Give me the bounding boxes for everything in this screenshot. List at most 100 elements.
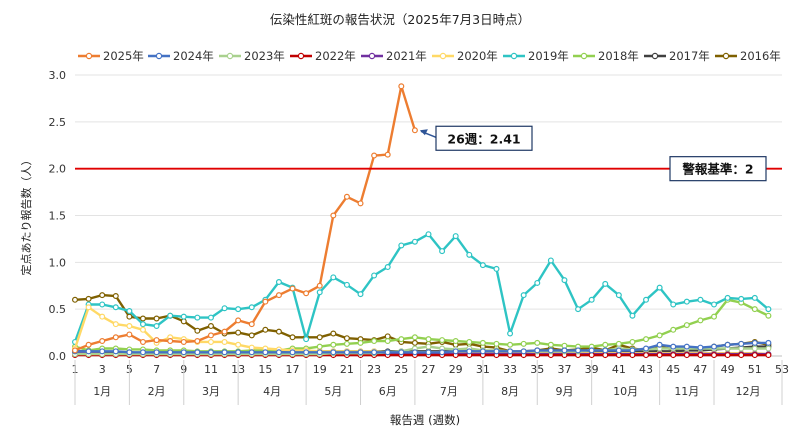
legend-marker: [155, 52, 163, 60]
data-point: [534, 347, 541, 354]
data-point: [235, 329, 242, 336]
x-tick-label: 51: [748, 363, 762, 376]
data-point: [248, 332, 255, 339]
x-tick-label: 43: [639, 363, 653, 376]
data-point: [629, 352, 636, 359]
data-point: [479, 262, 486, 269]
legend-marker: [226, 52, 234, 60]
annotation-arrowhead: [419, 129, 428, 136]
data-point: [425, 349, 432, 356]
data-point: [221, 349, 228, 356]
data-point: [425, 336, 432, 343]
data-point: [643, 336, 650, 343]
data-point: [343, 193, 350, 200]
data-point: [71, 296, 78, 303]
data-point: [398, 83, 405, 90]
data-point: [153, 337, 160, 344]
data-point: [724, 341, 731, 348]
data-point: [71, 347, 78, 354]
data-point: [561, 347, 568, 354]
data-point: [738, 352, 745, 359]
data-point: [697, 296, 704, 303]
data-point: [398, 336, 405, 343]
data-point: [683, 298, 690, 305]
data-point: [167, 312, 174, 319]
data-point: [126, 323, 133, 330]
data-point: [534, 279, 541, 286]
data-point: [343, 281, 350, 288]
data-point: [167, 338, 174, 345]
reference-line-group: 警報基準：2: [75, 156, 782, 182]
legend-label: 2017年: [669, 49, 710, 63]
data-point: [275, 292, 282, 299]
x-tick-label: 15: [258, 363, 272, 376]
data-point: [670, 343, 677, 350]
y-axis: 0.0 0.5 1.0 1.5 2.0 2.5 3.0: [49, 69, 67, 363]
legend-label: 2016年: [740, 49, 781, 63]
data-point: [194, 327, 201, 334]
data-point: [207, 314, 214, 321]
data-point: [330, 330, 337, 337]
month-label: 5月: [324, 385, 342, 398]
data-point: [751, 345, 758, 352]
data-point: [139, 315, 146, 322]
data-point: [751, 352, 758, 359]
series-group: [71, 83, 772, 359]
legend-label: 2024年: [173, 49, 214, 63]
x-tick-label: 27: [422, 363, 436, 376]
legend-marker: [297, 52, 305, 60]
data-point: [303, 349, 310, 356]
data-point: [602, 341, 609, 348]
data-point: [330, 349, 337, 356]
data-point: [439, 337, 446, 344]
annotation-group: 26週：2.41: [419, 125, 533, 151]
data-point: [697, 344, 704, 351]
data-point: [357, 349, 364, 356]
data-point: [167, 349, 174, 356]
data-point: [112, 321, 119, 328]
month-label: 4月: [263, 385, 281, 398]
data-point: [262, 326, 269, 333]
data-point: [643, 345, 650, 352]
data-point: [248, 304, 255, 311]
x-axis: 1357911131517192123252729313335373941434…: [72, 360, 789, 405]
data-point: [357, 339, 364, 346]
legend-label: 2025年: [103, 49, 144, 63]
month-label: 8月: [501, 385, 519, 398]
data-point: [357, 200, 364, 207]
month-label: 2月: [148, 385, 166, 398]
data-point: [615, 352, 622, 359]
x-tick-label: 19: [313, 363, 327, 376]
data-point: [466, 338, 473, 345]
data-point: [112, 293, 119, 300]
data-point: [439, 248, 446, 255]
data-point: [724, 294, 731, 301]
data-point: [520, 292, 527, 299]
data-point: [439, 349, 446, 356]
x-tick-label: 17: [286, 363, 300, 376]
data-point: [602, 347, 609, 354]
data-point: [139, 349, 146, 356]
data-point: [384, 349, 391, 356]
data-point: [602, 352, 609, 359]
data-point: [235, 341, 242, 348]
series-line-2023年: [75, 345, 769, 356]
x-tick-label: 47: [693, 363, 707, 376]
data-point: [670, 326, 677, 333]
series-line-2019年: [73, 233, 770, 343]
data-point: [330, 341, 337, 348]
data-point: [316, 343, 323, 350]
data-point: [411, 127, 418, 134]
month-label: 7月: [440, 385, 458, 398]
data-point: [629, 312, 636, 319]
data-point: [643, 352, 650, 359]
data-point: [384, 264, 391, 271]
grid: [75, 74, 782, 357]
data-point: [547, 347, 554, 354]
data-point: [316, 282, 323, 289]
data-point: [425, 343, 432, 350]
data-point: [656, 341, 663, 348]
data-point: [765, 352, 772, 359]
data-point: [248, 349, 255, 356]
